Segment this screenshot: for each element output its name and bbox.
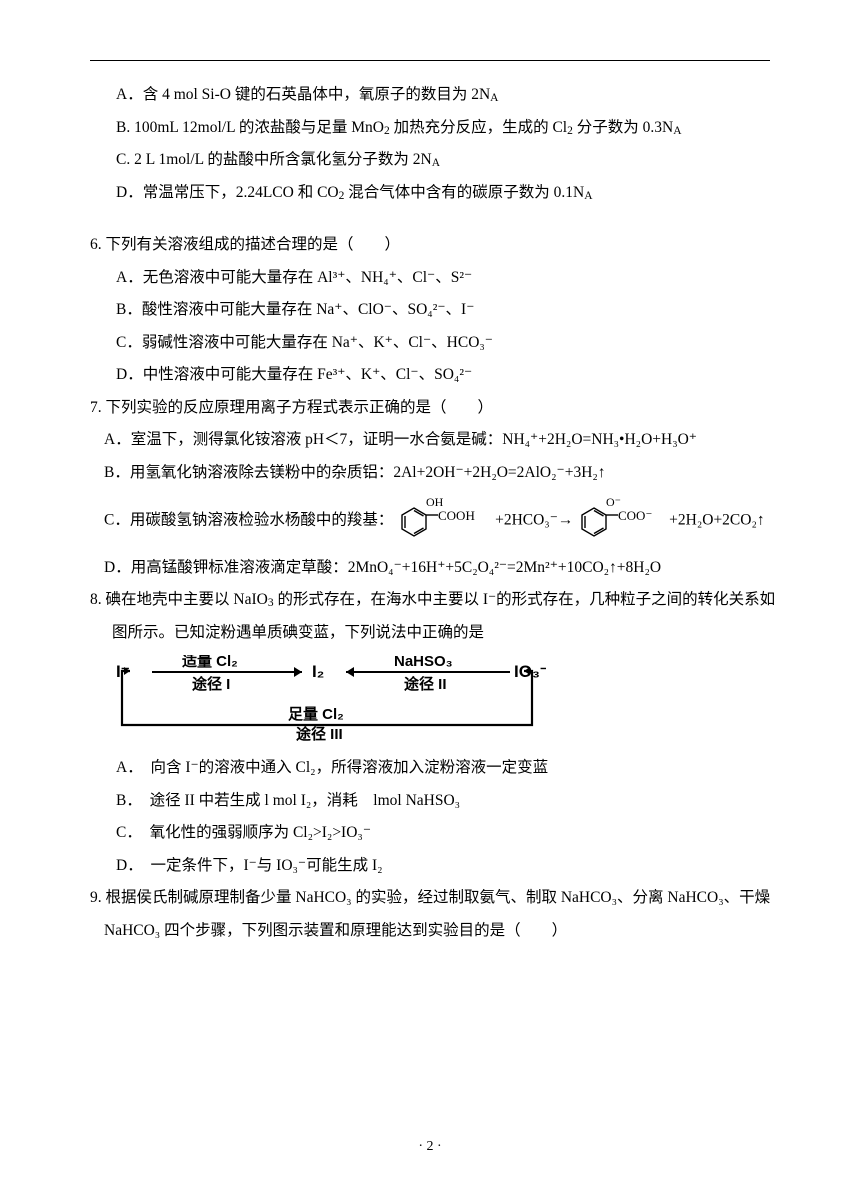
- path3-top: 足量 Cl₂: [288, 706, 344, 723]
- q8-option-d: D． 一定条件下，I⁻与 IO₃⁻可能生成 I₂: [90, 850, 770, 883]
- text: 加热充分反应，生成的 Cl: [394, 119, 568, 136]
- path1-bot: 途径 I: [192, 675, 230, 693]
- subscript: 2: [339, 190, 345, 202]
- text: 分子数为 0.3N: [577, 119, 673, 136]
- text: D．常温常压下，2.24LCO 和 CO: [116, 184, 339, 201]
- q7-option-c: C．用碳酸氢钠溶液检验水杨酸中的羧基： OH COOH +2HCO₃⁻→ O⁻: [90, 496, 770, 546]
- subscript: A: [673, 125, 681, 137]
- q6-option-d: D．中性溶液中可能大量存在 Fe³⁺、K⁺、Cl⁻、SO₄²⁻: [90, 359, 770, 392]
- i2-label: I₂: [312, 662, 324, 681]
- spacer: [90, 209, 770, 229]
- subscript: 2: [384, 125, 390, 137]
- i-minus-label: I⁻: [116, 662, 130, 681]
- q6-option-a: A．无色溶液中可能大量存在 Al³⁺、NH₄⁺、Cl⁻、S²⁻: [90, 262, 770, 295]
- q9-stem-2: NaHCO₃ 四个步骤，下列图示装置和原理能达到实验目的是（ ）: [90, 915, 770, 948]
- q6-option-c: C．弱碱性溶液中可能大量存在 Na⁺、K⁺、Cl⁻、HCO₃⁻: [90, 327, 770, 360]
- text: B. 100mL 12mol/L 的浓盐酸与足量 MnO: [116, 119, 384, 136]
- text: +2HCO₃⁻→: [495, 511, 573, 528]
- subscript: 3: [268, 597, 274, 609]
- text: +2H₂O+2CO₂↑: [669, 511, 764, 528]
- subscript: A: [490, 92, 498, 104]
- coo-minus-label: COO⁻: [618, 508, 652, 523]
- path3-bot: 途径 III: [296, 725, 343, 741]
- q8-option-a: A． 向含 I⁻的溶液中通入 Cl₂，所得溶液加入淀粉溶液一定变蓝: [90, 752, 770, 785]
- path2-bot: 途径 II: [404, 675, 447, 693]
- iodine-pathway-diagram: I⁻ 适量 Cl₂ 途径 I I₂ NaHSO₃ 途径 II IO₃⁻ 足量 C…: [116, 655, 546, 741]
- text: 混合气体中含有的碳原子数为 0.1N: [348, 184, 584, 201]
- q8-stem-1: 8. 碘在地壳中主要以 NaIO3 的形式存在，在海水中主要以 I⁻的形式存在，…: [90, 584, 770, 617]
- q5-option-b: B. 100mL 12mol/L 的浓盐酸与足量 MnO2 加热充分反应，生成的…: [90, 112, 770, 145]
- q5-option-d: D．常温常压下，2.24LCO 和 CO2 混合气体中含有的碳原子数为 0.1N…: [90, 177, 770, 210]
- q5-option-a: A．含 4 mol Si-O 键的石英晶体中，氧原子的数目为 2NA: [90, 79, 770, 112]
- text: C．用碳酸氢钠溶液检验水杨酸中的羧基：: [104, 511, 393, 528]
- q6-stem: 6. 下列有关溶液组成的描述合理的是（ ）: [90, 229, 770, 262]
- cooh-label: COOH: [438, 508, 475, 523]
- q5-option-c: C. 2 L 1mol/L 的盐酸中所含氯化氢分子数为 2NA: [90, 144, 770, 177]
- q8-diagram: I⁻ 适量 Cl₂ 途径 I I₂ NaHSO₃ 途径 II IO₃⁻ 足量 C…: [116, 655, 770, 746]
- page-number: · 2 ·: [0, 1139, 860, 1155]
- q7-option-a: A．室温下，测得氯化铵溶液 pH＜7，证明一水合氨是碱：NH₄⁺+2H₂O=NH…: [90, 424, 770, 457]
- text: 8. 碘在地壳中主要以 NaIO: [90, 591, 268, 608]
- exam-page: A．含 4 mol Si-O 键的石英晶体中，氧原子的数目为 2NA B. 10…: [0, 0, 860, 1191]
- text: 的形式存在，在海水中主要以 I⁻的形式存在，几种粒子之间的转化关系如: [277, 591, 775, 608]
- q8-option-c: C． 氧化性的强弱顺序为 Cl₂>I₂>IO₃⁻: [90, 817, 770, 850]
- subscript: 2: [567, 125, 573, 137]
- text: A．含 4 mol Si-O 键的石英晶体中，氧原子的数目为 2N: [116, 86, 490, 103]
- path2-top: NaHSO₃: [394, 655, 453, 670]
- top-rule: [90, 60, 770, 61]
- io3-label: IO₃⁻: [514, 662, 546, 681]
- q6-option-b: B．酸性溶液中可能大量存在 Na⁺、ClO⁻、SO₄²⁻、I⁻: [90, 294, 770, 327]
- q8-option-b: B． 途径 II 中若生成 l mol I₂，消耗 lmol NaHSO₃: [90, 785, 770, 818]
- q7-option-d: D．用高锰酸钾标准溶液滴定草酸：2MnO₄⁻+16H⁺+5C₂O₄²⁻=2Mn²…: [90, 552, 770, 585]
- path1-top: 适量 Cl₂: [182, 655, 238, 670]
- q7-option-b: B．用氢氧化钠溶液除去镁粉中的杂质铝：2Al+2OH⁻+2H₂O=2AlO₂⁻+…: [90, 457, 770, 490]
- q9-stem-1: 9. 根据侯氏制碱原理制备少量 NaHCO₃ 的实验，经过制取氨气、制取 NaH…: [90, 882, 770, 915]
- subscript: A: [432, 157, 440, 169]
- salicylic-acid-icon: OH COOH: [398, 496, 490, 546]
- q7-stem: 7. 下列实验的反应原理用离子方程式表示正确的是（ ）: [90, 392, 770, 425]
- salicylate-ion-icon: O⁻ COO⁻: [578, 496, 664, 546]
- subscript: A: [584, 190, 592, 202]
- text: C. 2 L 1mol/L 的盐酸中所含氯化氢分子数为 2N: [116, 151, 432, 168]
- q8-stem-2: 图所示。已知淀粉遇单质碘变蓝，下列说法中正确的是: [90, 617, 770, 650]
